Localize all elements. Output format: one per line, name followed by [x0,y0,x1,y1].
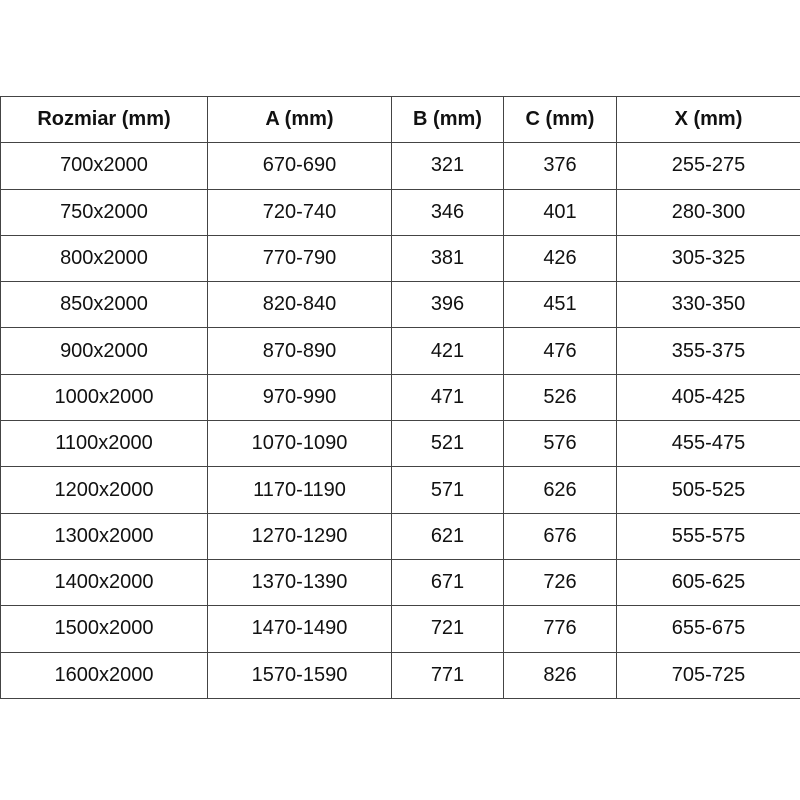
cell-b: 671 [391,558,504,607]
cell-size: 900x2000 [0,327,208,375]
cell-c: 576 [503,420,617,468]
cell-size: 850x2000 [0,281,208,329]
cell-b: 571 [391,466,504,514]
cell-b: 396 [391,281,504,329]
cell-c: 376 [503,142,617,190]
cell-c: 426 [503,234,617,283]
cell-x: 305-325 [616,234,800,283]
cell-a: 1370-1390 [207,558,392,607]
cell-x: 505-525 [616,466,800,514]
cell-x: 255-275 [616,142,800,190]
cell-a: 1470-1490 [207,605,392,653]
table-row: 1500x2000 1470-1490 721 776 655-675 [0,605,800,653]
cell-a: 820-840 [207,281,392,329]
cell-a: 870-890 [207,327,392,375]
cell-size: 1400x2000 [0,558,208,607]
cell-c: 476 [503,327,617,375]
table-row: 800x2000 770-790 381 426 305-325 [0,234,800,283]
cell-c: 826 [503,651,617,699]
cell-c: 451 [503,281,617,329]
cell-b: 381 [391,234,504,283]
cell-b: 321 [391,142,504,190]
cell-size: 800x2000 [0,234,208,283]
column-header-a: A (mm) [207,95,392,144]
cell-size: 750x2000 [0,188,208,236]
cell-b: 421 [391,327,504,375]
cell-c: 626 [503,466,617,514]
column-header-size: Rozmiar (mm) [0,95,208,144]
cell-size: 1100x2000 [0,420,208,468]
cell-x: 405-425 [616,373,800,422]
cell-b: 721 [391,605,504,653]
header-row: Rozmiar (mm) A (mm) B (mm) C (mm) X (mm) [0,95,800,144]
cell-size: 1600x2000 [0,651,208,699]
cell-a: 1270-1290 [207,512,392,560]
cell-x: 655-675 [616,605,800,653]
cell-x: 355-375 [616,327,800,375]
table-row: 900x2000 870-890 421 476 355-375 [0,327,800,375]
cell-b: 771 [391,651,504,699]
table-row: 1300x2000 1270-1290 621 676 555-575 [0,512,800,560]
cell-c: 401 [503,188,617,236]
column-header-c: C (mm) [503,95,617,144]
cell-x: 705-725 [616,651,800,699]
cell-size: 1000x2000 [0,373,208,422]
cell-a: 1570-1590 [207,651,392,699]
cell-c: 676 [503,512,617,560]
table-row: 750x2000 720-740 346 401 280-300 [0,188,800,236]
cell-x: 330-350 [616,281,800,329]
table-row: 1000x2000 970-990 471 526 405-425 [0,373,800,422]
table-row: 1600x2000 1570-1590 771 826 705-725 [0,651,800,699]
cell-size: 1300x2000 [0,512,208,560]
cell-a: 1170-1190 [207,466,392,514]
cell-a: 970-990 [207,373,392,422]
cell-c: 526 [503,373,617,422]
table-row: 1200x2000 1170-1190 571 626 505-525 [0,466,800,514]
table-row: 1100x2000 1070-1090 521 576 455-475 [0,420,800,468]
cell-x: 555-575 [616,512,800,560]
cell-b: 621 [391,512,504,560]
cell-a: 1070-1090 [207,420,392,468]
cell-b: 521 [391,420,504,468]
table-row: 700x2000 670-690 321 376 255-275 [0,142,800,190]
cell-x: 280-300 [616,188,800,236]
cell-c: 776 [503,605,617,653]
cell-c: 726 [503,558,617,607]
cell-a: 670-690 [207,142,392,190]
dimensions-table: Rozmiar (mm) A (mm) B (mm) C (mm) X (mm) 700… [0,95,800,699]
cell-size: 700x2000 [0,142,208,190]
table-row: 1400x2000 1370-1390 671 726 605-625 [0,558,800,607]
cell-b: 471 [391,373,504,422]
cell-b: 346 [391,188,504,236]
cell-a: 770-790 [207,234,392,283]
column-header-x: X (mm) [616,95,800,144]
table-row: 850x2000 820-840 396 451 330-350 [0,281,800,329]
cell-x: 605-625 [616,558,800,607]
column-header-b: B (mm) [391,95,504,144]
cell-x: 455-475 [616,420,800,468]
cell-size: 1500x2000 [0,605,208,653]
cell-size: 1200x2000 [0,466,208,514]
cell-a: 720-740 [207,188,392,236]
